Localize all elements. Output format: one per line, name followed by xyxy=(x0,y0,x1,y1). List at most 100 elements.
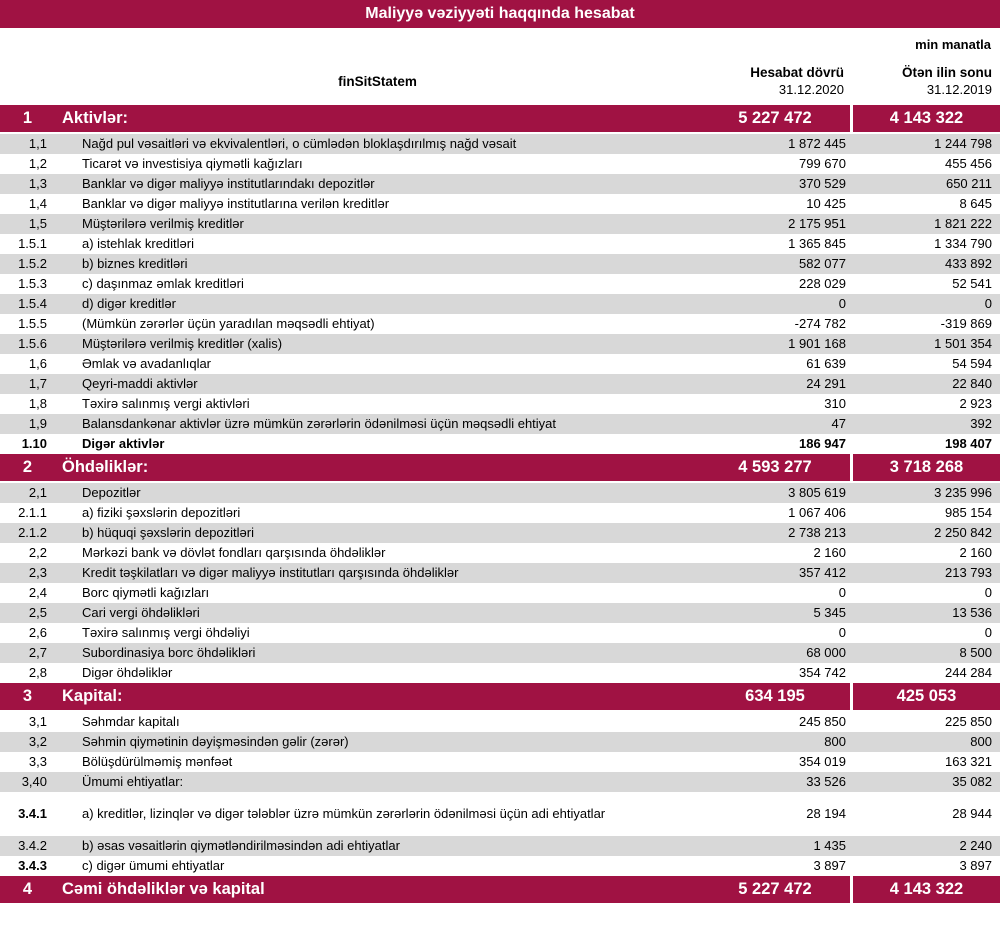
section-row-3: 3 Kapital: 634 195 425 053 xyxy=(0,683,1000,712)
row-value-current: 634 195 xyxy=(745,687,805,705)
row-code: 2.1.1 xyxy=(18,505,47,520)
row-code: 2 xyxy=(22,458,33,476)
row-code: 1,6 xyxy=(28,356,47,371)
row-value-previous: 35 082 xyxy=(952,774,992,789)
row-value-previous: 3 718 268 xyxy=(850,454,1000,481)
row-value-current: 357 412 xyxy=(799,565,846,580)
row-code: 3 xyxy=(22,687,33,705)
row-label: Borc qiymətli kağızları xyxy=(82,585,210,600)
row-value-previous: 392 xyxy=(970,416,992,431)
table-row: 2,6 Təxirə salınmış vergi öhdəliyi 0 0 xyxy=(0,623,1000,643)
previous-period-label: Ötən ilin sonu xyxy=(902,65,992,80)
row-value-current: 33 526 xyxy=(806,774,846,789)
row-value-current: 28 194 xyxy=(806,806,846,821)
row-code: 4 xyxy=(22,880,33,898)
row-label: Bölüşdürülməmiş mənfəət xyxy=(82,754,233,769)
row-code: 2,5 xyxy=(28,605,47,620)
row-value-previous: 0 xyxy=(984,625,992,640)
previous-period-date: 31.12.2019 xyxy=(926,82,992,97)
table-row: 1.5.2 b) biznes kreditləri 582 077 433 892 xyxy=(0,254,1000,274)
table-row: 3.4.1 a) kreditlər, lizinqlər və digər tə… xyxy=(0,792,1000,836)
row-value-previous: -319 869 xyxy=(940,316,992,331)
row-label: Cari vergi öhdəlikləri xyxy=(82,605,200,620)
row-label: Cəmi öhdəliklər və kapital xyxy=(62,880,265,898)
unit-note: min manatla xyxy=(915,37,991,52)
row-value-previous: 1 244 798 xyxy=(934,136,992,151)
table-row: 1.5.5 (Mümkün zərərlər üçün yaradılan məq… xyxy=(0,314,1000,334)
row-value-current: 354 742 xyxy=(799,665,846,680)
row-label: Digər öhdəliklər xyxy=(82,665,173,680)
table-row: 3,1 Səhmdar kapitalı 245 850 225 850 xyxy=(0,712,1000,732)
row-value-previous: 244 284 xyxy=(945,665,992,680)
row-label: Qeyri-maddi aktivlər xyxy=(82,376,198,391)
row-code: 1,4 xyxy=(28,196,47,211)
row-value-current: 2 175 951 xyxy=(788,216,846,231)
row-label: c) daşınmaz əmlak kreditləri xyxy=(82,276,244,291)
row-value-previous: 8 645 xyxy=(959,196,992,211)
row-value-previous: 28 944 xyxy=(952,806,992,821)
row-value-previous: 54 594 xyxy=(952,356,992,371)
table-row: 1,7 Qeyri-maddi aktivlər 24 291 22 840 xyxy=(0,374,1000,394)
table-row: 3,40 Ümumi ehtiyatlar: 33 526 35 082 xyxy=(0,772,1000,792)
row-value-current: 2 160 xyxy=(813,545,846,560)
row-value-current: 5 345 xyxy=(813,605,846,620)
row-value-previous: 3 897 xyxy=(959,858,992,873)
table-row: 1.5.3 c) daşınmaz əmlak kreditləri 228 029… xyxy=(0,274,1000,294)
previous-period-column-header: Ötən ilin sonu 31.12.2019 xyxy=(850,65,1000,98)
table-row: 1.5.4 d) digər kreditlər 0 0 xyxy=(0,294,1000,314)
table-row: 2,8 Digər öhdəliklər 354 742 244 284 xyxy=(0,663,1000,683)
row-value-previous: 1 501 354 xyxy=(934,336,992,351)
table-row: 2,3 Kredit təşkilatları və digər maliyyə … xyxy=(0,563,1000,583)
row-value-previous: 13 536 xyxy=(952,605,992,620)
row-code: 1.5.5 xyxy=(18,316,47,331)
row-value-current: 2 738 213 xyxy=(788,525,846,540)
row-label: Müştərilərə verilmiş kreditlər xyxy=(82,216,244,231)
table-row: 2.1.1 a) fiziki şəxslərin depozitləri 1 06… xyxy=(0,503,1000,523)
row-code: 1.10 xyxy=(21,436,47,451)
table-row: 3,2 Səhmin qiymətinin dəyişməsindən gəlir… xyxy=(0,732,1000,752)
row-label: Səhmin qiymətinin dəyişməsindən gəlir (z… xyxy=(82,734,349,749)
row-label: Səhmdar kapitalı xyxy=(82,714,180,729)
row-value-current: 354 019 xyxy=(799,754,846,769)
section-row-2: 2 Öhdəliklər: 4 593 277 3 718 268 xyxy=(0,454,1000,483)
table-row: 3.4.3 c) digər ümumi ehtiyatlar 3 897 3 897 xyxy=(0,856,1000,876)
row-value-previous: 8 500 xyxy=(959,645,992,660)
row-value-previous: 4 143 322 xyxy=(850,105,1000,132)
row-value-current: 582 077 xyxy=(799,256,846,271)
row-code: 3,40 xyxy=(21,774,47,789)
row-label: Təxirə salınmış vergi öhdəliyi xyxy=(82,625,250,640)
row-code: 1.5.3 xyxy=(18,276,47,291)
current-period-label: Hesabat dövrü xyxy=(750,65,844,80)
table-row: 1,3 Banklar və digər maliyyə institutları… xyxy=(0,174,1000,194)
row-value-current: 800 xyxy=(824,734,846,749)
row-code: 2,3 xyxy=(28,565,47,580)
row-value-current: 228 029 xyxy=(799,276,846,291)
row-label: Banklar və digər maliyyə institutlarında… xyxy=(82,176,375,191)
section-row-1: 1 Aktivlər: 5 227 472 4 143 322 xyxy=(0,105,1000,134)
row-label: c) digər ümumi ehtiyatlar xyxy=(82,858,225,873)
row-value-current: 370 529 xyxy=(799,176,846,191)
row-label: b) biznes kreditləri xyxy=(82,256,188,271)
row-code: 1.5.4 xyxy=(18,296,47,311)
table-row: 1.5.1 a) istehlak kreditləri 1 365 845 1 33… xyxy=(0,234,1000,254)
row-value-previous: 163 321 xyxy=(945,754,992,769)
row-code: 2.1.2 xyxy=(18,525,47,540)
row-value-current: 1 901 168 xyxy=(788,336,846,351)
row-code: 2,7 xyxy=(28,645,47,660)
row-value-current: 799 670 xyxy=(799,156,846,171)
row-label: Nağd pul vəsaitləri və ekvivalentləri, o… xyxy=(82,136,517,151)
row-value-current: 68 000 xyxy=(806,645,846,660)
row-label: (Mümkün zərərlər üçün yaradılan məqsədli… xyxy=(82,316,375,331)
table-row: 1,8 Təxirə salınmış vergi aktivləri 310 2 9… xyxy=(0,394,1000,414)
table-row: 1,6 Əmlak və avadanlıqlar 61 639 54 594 xyxy=(0,354,1000,374)
row-label: Öhdəliklər: xyxy=(62,458,149,476)
row-code: 1,9 xyxy=(28,416,47,431)
row-code: 2,6 xyxy=(28,625,47,640)
row-value-current: 1 365 845 xyxy=(788,236,846,251)
row-value-current: 0 xyxy=(838,585,846,600)
table-row: 2,4 Borc qiymətli kağızları 0 0 xyxy=(0,583,1000,603)
table-row: 3,3 Bölüşdürülməmiş mənfəət 354 019 163 321 xyxy=(0,752,1000,772)
row-value-current: 61 639 xyxy=(806,356,846,371)
row-value-current: 186 947 xyxy=(799,436,846,451)
row-label: Ümumi ehtiyatlar: xyxy=(82,774,184,789)
